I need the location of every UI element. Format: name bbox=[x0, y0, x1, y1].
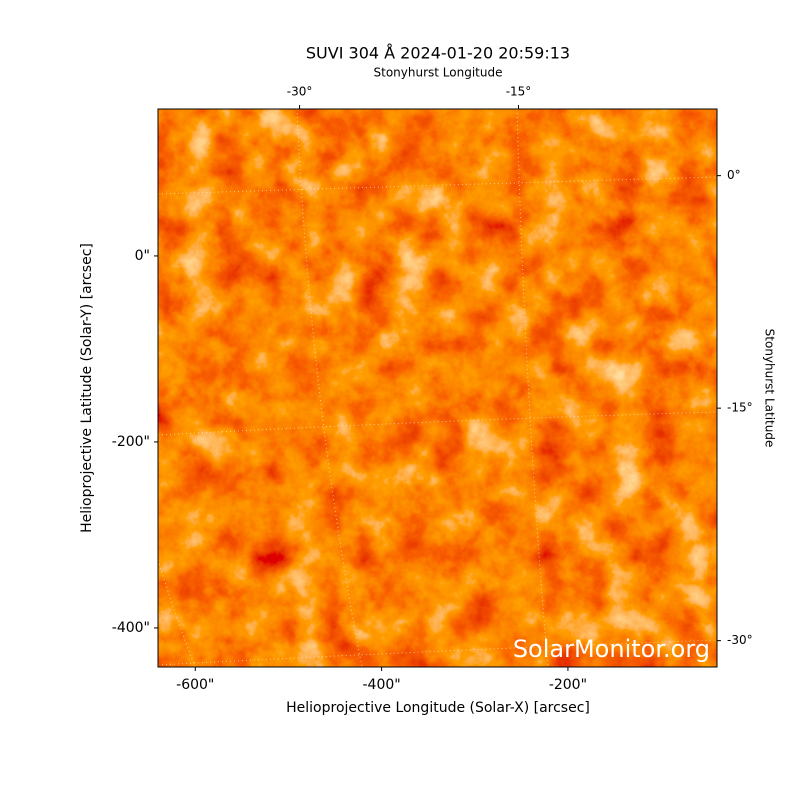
y2-axis-label: Stonyhurst Latitude bbox=[763, 329, 777, 448]
x-tick-label: -400" bbox=[362, 677, 400, 693]
watermark: SolarMonitor.org bbox=[513, 635, 710, 663]
coordinate-grid bbox=[157, 108, 718, 668]
x-tick-label: -600" bbox=[176, 677, 214, 693]
y2-tick-label: -15° bbox=[727, 401, 753, 415]
x2-tick-label: -30° bbox=[287, 85, 313, 99]
solar-image bbox=[158, 109, 717, 667]
x2-tick-label: -15° bbox=[506, 85, 532, 99]
y-axis-label: Helioprojective Latitude (Solar-Y) [arcs… bbox=[79, 243, 95, 533]
y-tick-label: -400" bbox=[112, 620, 150, 636]
x-axis-label: Helioprojective Longitude (Solar-X) [arc… bbox=[286, 700, 590, 716]
chart-title: SUVI 304 Å 2024-01-20 20:59:13 bbox=[306, 44, 570, 63]
y-tick-label: 0" bbox=[135, 248, 150, 264]
y2-tick-label: 0° bbox=[727, 168, 741, 182]
x2-axis-label: Stonyhurst Longitude bbox=[374, 66, 503, 80]
x-tick-label: -200" bbox=[549, 677, 587, 693]
plot-frame bbox=[157, 108, 718, 668]
y-tick-label: -200" bbox=[112, 434, 150, 450]
y2-tick-label: -30° bbox=[727, 633, 753, 647]
